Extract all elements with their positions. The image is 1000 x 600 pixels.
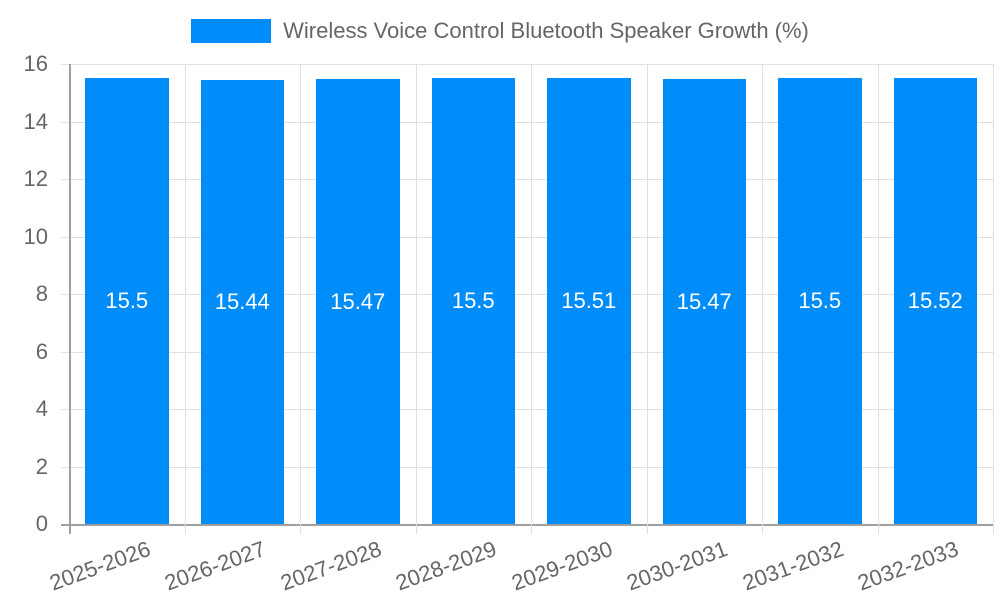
- y-axis-tick-label: 10: [23, 223, 48, 249]
- y-gridline: [61, 64, 993, 65]
- bar-2030-2031[interactable]: [662, 79, 746, 524]
- x-gridline: [878, 64, 879, 534]
- x-gridline: [993, 64, 994, 534]
- y-axis-tick-label: 8: [35, 281, 48, 306]
- x-gridline: [531, 64, 532, 534]
- bar-value-label: 15.5: [798, 288, 842, 314]
- bar-value-label: 15.51: [561, 288, 617, 314]
- y-gridline: [61, 179, 993, 180]
- bar-value-label: 15.47: [330, 288, 386, 314]
- bar-value-label: 15.52: [907, 287, 963, 313]
- y-axis-tick-label: 14: [23, 108, 48, 134]
- bar-2027-2028[interactable]: [316, 79, 400, 524]
- x-gridline: [300, 64, 301, 534]
- x-axis-tick-label: 2032-2033: [854, 536, 962, 596]
- y-gridline: [61, 237, 993, 238]
- legend-swatch: [191, 19, 272, 43]
- chart-legend[interactable]: Wireless Voice Control Bluetooth Speaker…: [0, 18, 1000, 44]
- y-gridline: [61, 524, 993, 526]
- bar-2025-2026[interactable]: [85, 78, 169, 524]
- y-axis-tick-label: 0: [35, 511, 48, 536]
- bar-2031-2032[interactable]: [778, 78, 862, 524]
- x-gridline: [762, 64, 763, 534]
- x-gridline: [69, 64, 71, 534]
- y-axis-tick-label: 16: [23, 51, 48, 76]
- y-gridline: [61, 122, 993, 123]
- y-gridline: [61, 467, 993, 468]
- bar-value-label: 15.5: [451, 288, 495, 314]
- bar-2028-2029[interactable]: [431, 78, 515, 524]
- y-axis-tick-label: 12: [23, 166, 48, 191]
- legend-label: Wireless Voice Control Bluetooth Speaker…: [283, 18, 809, 43]
- x-axis-tick-label: 2027-2028: [276, 536, 385, 596]
- y-gridline: [61, 409, 993, 410]
- y-axis-tick-label: 6: [35, 338, 48, 364]
- x-axis-tick-label: 2030-2031: [623, 536, 731, 596]
- x-gridline: [185, 64, 186, 534]
- y-axis-tick-label: 2: [35, 453, 48, 479]
- bar-2032-2033[interactable]: [893, 77, 977, 524]
- y-gridline: [61, 294, 993, 295]
- y-gridline: [61, 352, 993, 353]
- x-gridline: [647, 64, 648, 534]
- x-axis-tick-label: 2025-2026: [45, 536, 154, 596]
- x-axis-tick-label: 2026-2027: [161, 536, 269, 596]
- bar-2026-2027[interactable]: [200, 80, 284, 524]
- x-axis-tick-label: 2029-2030: [507, 536, 616, 596]
- y-axis-tick-label: 4: [35, 396, 48, 421]
- x-axis-tick-label: 2031-2032: [738, 536, 847, 596]
- x-gridline: [416, 64, 417, 534]
- bar-value-label: 15.47: [676, 288, 732, 314]
- bar-value-label: 15.5: [105, 288, 149, 314]
- x-axis-tick-label: 2028-2029: [392, 536, 500, 596]
- bar-value-label: 15.44: [214, 289, 270, 315]
- bar-2029-2030[interactable]: [547, 78, 631, 524]
